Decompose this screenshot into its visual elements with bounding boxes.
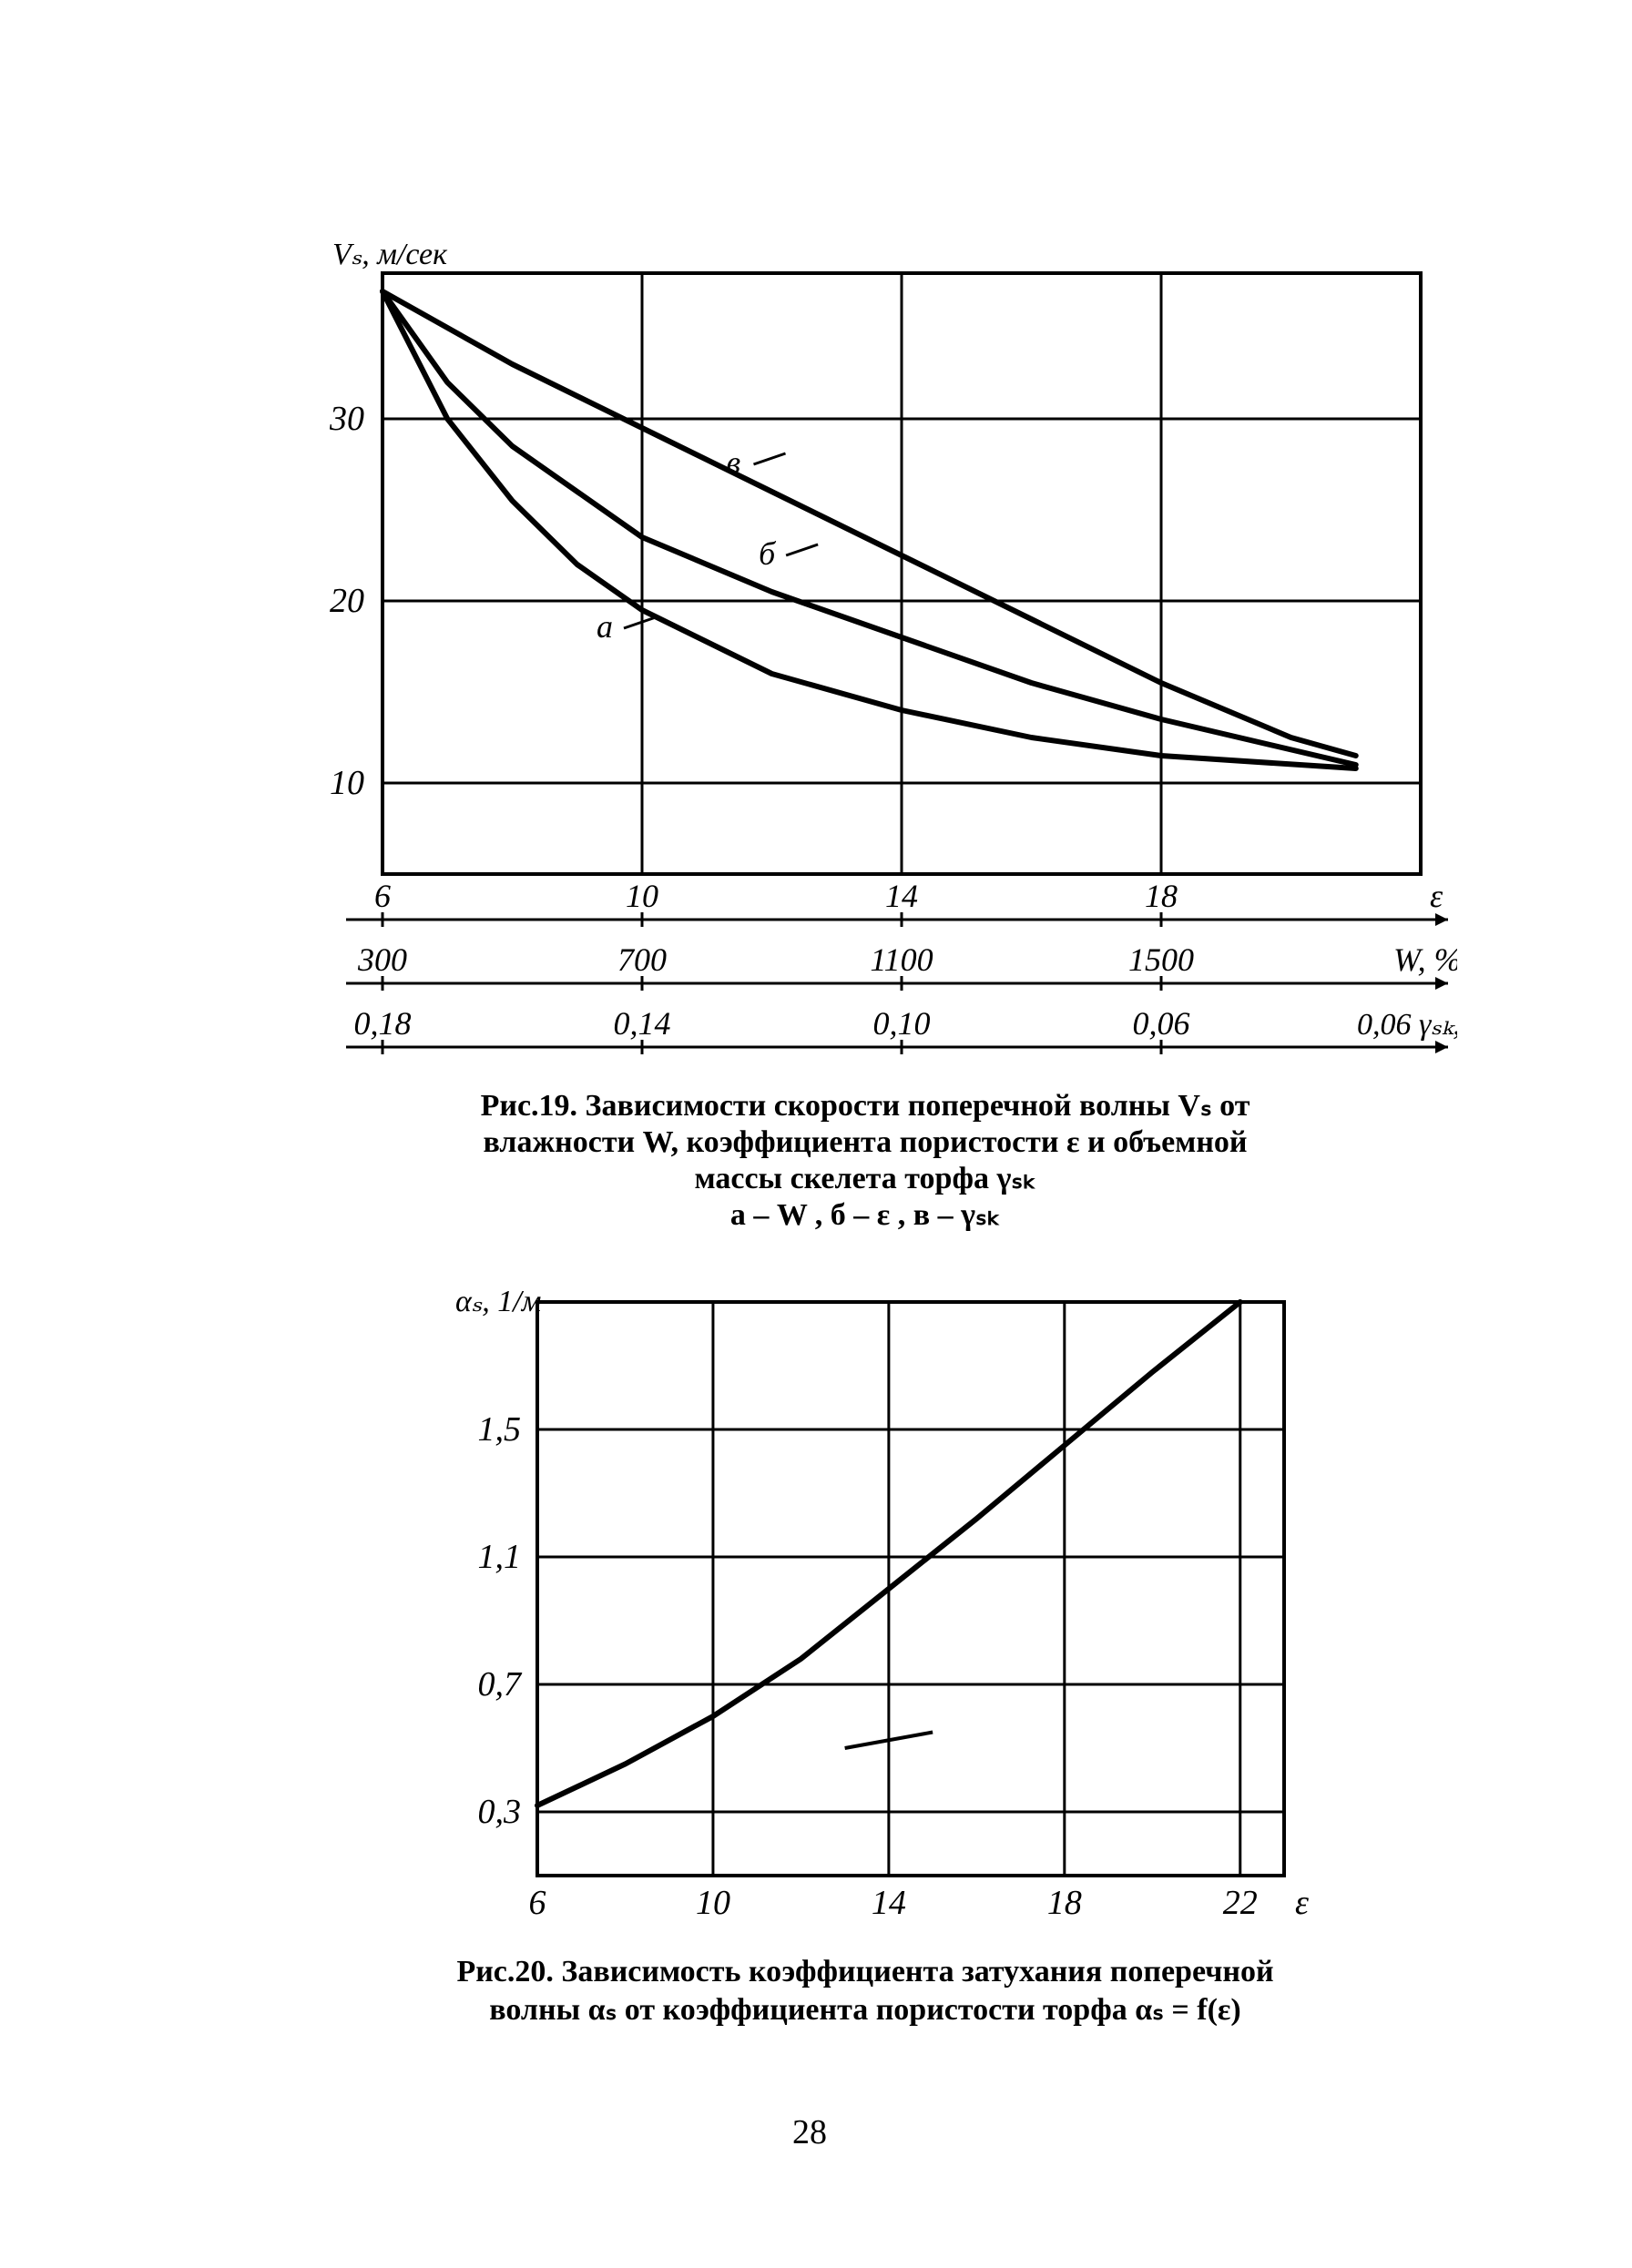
figure-19-caption: Рис.19. Зависимости скорости поперечной … bbox=[273, 1088, 1457, 1234]
svg-text:1,5: 1,5 bbox=[478, 1410, 522, 1449]
svg-text:0,06 γₛₖ, г/см³: 0,06 γₛₖ, г/см³ bbox=[1357, 1008, 1457, 1042]
svg-text:1500: 1500 bbox=[1128, 941, 1194, 978]
caption-line: Рис.19. Зависимости скорости поперечной … bbox=[273, 1088, 1457, 1124]
caption-line: а – W , б – ε , в – γₛₖ bbox=[273, 1197, 1457, 1234]
svg-text:ε: ε bbox=[1430, 878, 1443, 914]
caption-line: Рис.20. Зависимость коэффициента затухан… bbox=[273, 1953, 1457, 1991]
svg-text:в: в bbox=[727, 444, 741, 481]
svg-text:10: 10 bbox=[696, 1884, 730, 1922]
svg-text:0,14: 0,14 bbox=[614, 1005, 671, 1042]
svg-text:1100: 1100 bbox=[870, 941, 933, 978]
caption-line: массы скелета торфа γₛₖ bbox=[273, 1161, 1457, 1197]
page-number: 28 bbox=[792, 2112, 827, 2152]
svg-text:20: 20 bbox=[330, 582, 364, 620]
svg-text:22: 22 bbox=[1223, 1884, 1258, 1922]
figure-19-chart: 10 20 30 а б в Vₛ, м/сек 6 10 14 18 ε 300 700 1100 1500… bbox=[273, 237, 1457, 1056]
svg-text:1,1: 1,1 bbox=[478, 1538, 522, 1576]
svg-text:0,06: 0,06 bbox=[1133, 1005, 1190, 1042]
svg-text:W, %: W, % bbox=[1393, 941, 1457, 978]
svg-text:αₛ, 1/м: αₛ, 1/м bbox=[455, 1285, 541, 1318]
svg-text:0,10: 0,10 bbox=[873, 1005, 931, 1042]
svg-text:6: 6 bbox=[374, 878, 391, 914]
svg-text:18: 18 bbox=[1047, 1884, 1082, 1922]
svg-text:300: 300 bbox=[357, 941, 407, 978]
caption-line: волны αₛ от коэффициента пористости торф… bbox=[273, 1991, 1457, 2029]
svg-text:Vₛ, м/сек: Vₛ, м/сек bbox=[332, 238, 448, 271]
svg-text:14: 14 bbox=[872, 1884, 906, 1922]
svg-text:6: 6 bbox=[529, 1884, 546, 1922]
svg-text:0,18: 0,18 bbox=[354, 1005, 412, 1042]
svg-text:б: б bbox=[759, 535, 777, 572]
svg-text:10: 10 bbox=[626, 878, 658, 914]
page-container: 10 20 30 а б в Vₛ, м/сек 6 10 14 18 ε 300 700 1100 1500… bbox=[0, 0, 1632, 2268]
svg-text:0,3: 0,3 bbox=[478, 1793, 522, 1831]
svg-text:10: 10 bbox=[330, 764, 364, 802]
svg-text:30: 30 bbox=[329, 400, 364, 438]
figure-20-caption: Рис.20. Зависимость коэффициента затухан… bbox=[273, 1953, 1457, 2029]
svg-text:18: 18 bbox=[1145, 878, 1178, 914]
svg-text:0,7: 0,7 bbox=[478, 1665, 524, 1704]
caption-line: влажности W, коэффициента пористости ε и… bbox=[273, 1124, 1457, 1161]
svg-text:а: а bbox=[597, 608, 613, 645]
svg-text:ε: ε bbox=[1295, 1884, 1309, 1922]
svg-text:14: 14 bbox=[885, 878, 918, 914]
svg-text:700: 700 bbox=[617, 941, 667, 978]
figure-20-chart: 0,3 0,7 1,1 1,5 6 10 14 18 22 ε αₛ, 1/м bbox=[410, 1275, 1321, 1939]
